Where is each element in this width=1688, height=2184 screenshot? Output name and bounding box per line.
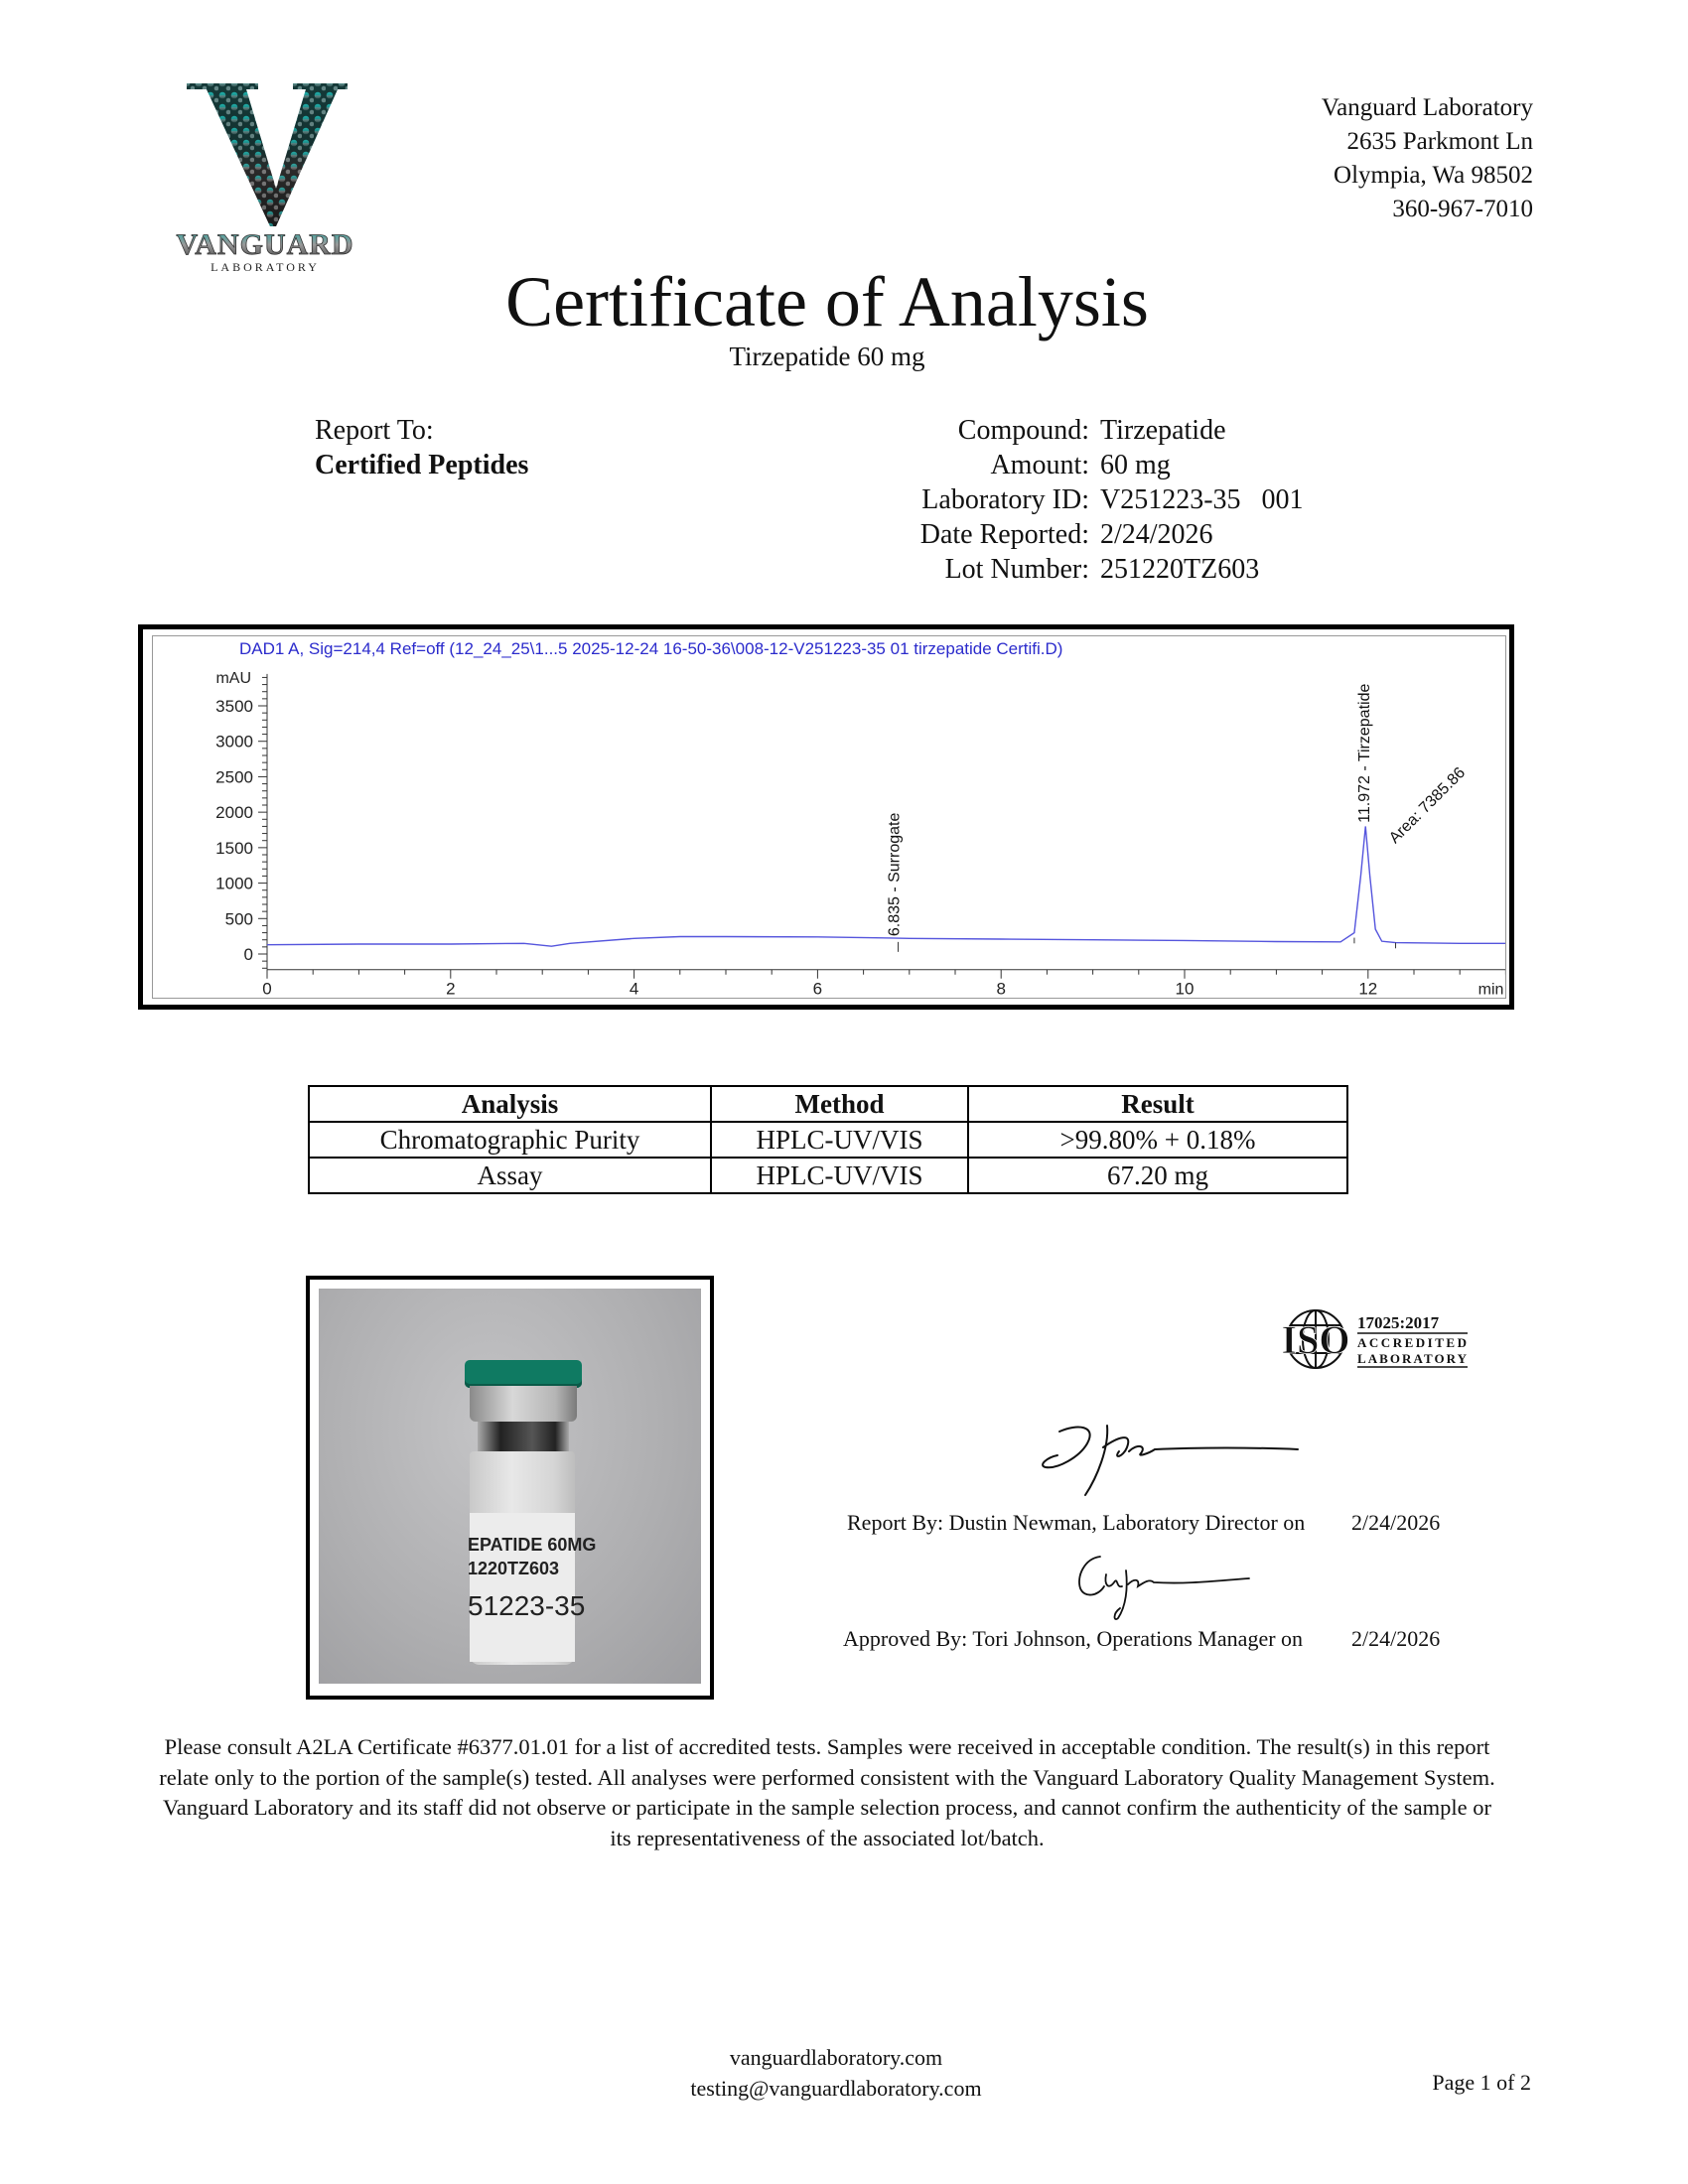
iso-laboratory: LABORATORY [1357,1351,1468,1366]
y-tick-label: 500 [225,909,253,928]
x-tick-label: 6 [813,980,822,998]
meta-value: 251220TZ603 [1100,554,1260,585]
header-method: Method [710,1085,969,1123]
cell-method: HPLC-UV/VIS [710,1157,969,1194]
disclaimer: Please consult A2LA Certificate #6377.01… [159,1734,1495,1850]
client-name: Certified Peptides [315,450,529,480]
y-tick-label: 0 [244,945,253,964]
iso-standard: 17025:2017 [1357,1313,1440,1332]
approved-by-text: Approved By: Tori Johnson, Operations Ma… [843,1626,1304,1651]
meta-label: Laboratory ID: [921,484,1089,515]
y-tick-label: 2500 [215,767,253,786]
signature-tori-johnson [1070,1549,1254,1624]
cell-analysis: Chromatographic Purity [308,1121,712,1159]
y-tick-label: 2000 [215,803,253,822]
footer-website[interactable]: vanguardlaboratory.com [729,2045,943,2070]
cell-method: HPLC-UV/VIS [710,1121,969,1159]
chromatogram-svg: DAD1 A, Sig=214,4 Ref=off (12_24_25\1...… [215,639,1506,999]
y-tick-label: 1000 [215,875,253,893]
chart-title: DAD1 A, Sig=214,4 Ref=off (12_24_25\1...… [239,639,1062,658]
page-title: Certificate of Analysis [505,262,1149,341]
header-result: Result [967,1085,1348,1123]
meta-compound: Compound: Tirzepatide [794,413,1304,448]
chromatogram-plot: DAD1 A, Sig=214,4 Ref=off (12_24_25\1...… [152,635,1506,999]
page-number: Page 1 of 2 [1432,2070,1531,2095]
footer-contact: vanguardlaboratory.com testing@vanguardl… [0,2042,1672,2104]
table-row: Assay HPLC-UV/VIS 67.20 mg [308,1157,1348,1194]
lab-street: 2635 Parkmont Ln [1346,128,1534,155]
meta-label: Lot Number: [944,554,1089,585]
x-tick-label: 0 [262,980,271,998]
chromatogram-trace [266,826,1506,947]
report-by-date: 2/24/2026 [1351,1510,1441,1535]
report-to: Report To: Certified Peptides [315,413,528,482]
iso-accreditation-badge: ISO 17025:2017 ACCREDITED LABORATORY [1276,1308,1470,1372]
vial-image: EPATIDE 60MG 1220TZ603 51223-35 [319,1289,701,1684]
logo-subtitle: LABORATORY [211,260,320,274]
meta-amount: Amount: 60 mg [794,448,1304,482]
table-row: Chromatographic Purity HPLC-UV/VIS >99.8… [308,1121,1348,1159]
peak-area-label: Area: 7385.86 [1386,764,1469,847]
cell-result: >99.80% + 0.18% [967,1121,1348,1159]
x-axis-label: min [1478,982,1504,998]
footer-email[interactable]: testing@vanguardlaboratory.com [690,2076,982,2101]
y-tick-label: 1500 [215,839,253,858]
meta-value: Tirzepatide [1100,415,1226,446]
x-tick-label: 2 [446,980,455,998]
chromatogram: DAD1 A, Sig=214,4 Ref=off (12_24_25\1...… [138,624,1514,1010]
lab-name: Vanguard Laboratory [1321,94,1533,121]
iso-accredited: ACCREDITED [1357,1335,1467,1350]
meta-date: Date Reported: 2/24/2026 [794,517,1304,552]
vial-label-product: EPATIDE 60MG [468,1535,597,1555]
meta-label: Compound: [957,415,1089,446]
sample-photo: EPATIDE 60MG 1220TZ603 51223-35 [306,1276,714,1700]
sample-info: Compound: Tirzepatide Amount: 60 mg Labora… [794,413,1304,587]
lab-address: Vanguard Laboratory 2635 Parkmont Ln Oly… [1322,91,1533,226]
meta-lab-id: Laboratory ID: V251223-35 001 [794,482,1304,517]
signature-dustin-newman [1038,1418,1306,1501]
peak-label-tirzepatide: 11.972 - Tirzepatide [1356,684,1373,823]
lab-phone: 360-967-7010 [1392,196,1533,222]
iso-mark: ISO [1282,1317,1350,1362]
report-to-label: Report To: [315,415,434,446]
lab-city: Olympia, Wa 98502 [1334,162,1533,189]
vanguard-logo: VANGUARD LABORATORY [159,79,372,274]
y-tick-label: 3000 [215,733,253,751]
table-header: Analysis Method Result [308,1085,1348,1123]
results-table: Analysis Method Result Chromatographic P… [308,1085,1348,1194]
vial-label-id: 51223-35 [468,1590,586,1621]
y-tick-label: 3500 [215,697,253,716]
report-by-text: Report By: Dustin Newman, Laboratory Dir… [847,1510,1306,1535]
y-axis-label: mAU [215,670,251,687]
header-analysis: Analysis [308,1085,712,1123]
cell-analysis: Assay [308,1157,712,1194]
logo-wordmark: VANGUARD [176,228,353,261]
peak-label-surrogate: 6.835 - Surrogate [887,813,904,937]
x-tick-label: 4 [630,980,638,998]
vial-label-lot: 1220TZ603 [468,1559,560,1578]
meta-label: Amount: [990,450,1089,480]
x-tick-label: 12 [1358,980,1377,998]
meta-value: V251223-35 001 [1100,484,1304,515]
cell-result: 67.20 mg [967,1157,1348,1194]
x-tick-label: 10 [1176,980,1195,998]
meta-label: Date Reported: [919,519,1089,550]
x-tick-label: 8 [996,980,1005,998]
meta-lot: Lot Number: 251220TZ603 [794,552,1304,587]
meta-value: 60 mg [1100,450,1171,480]
approved-by-date: 2/24/2026 [1351,1626,1441,1651]
page-subtitle: Tirzepatide 60 mg [729,341,925,371]
meta-value: 2/24/2026 [1100,519,1213,550]
